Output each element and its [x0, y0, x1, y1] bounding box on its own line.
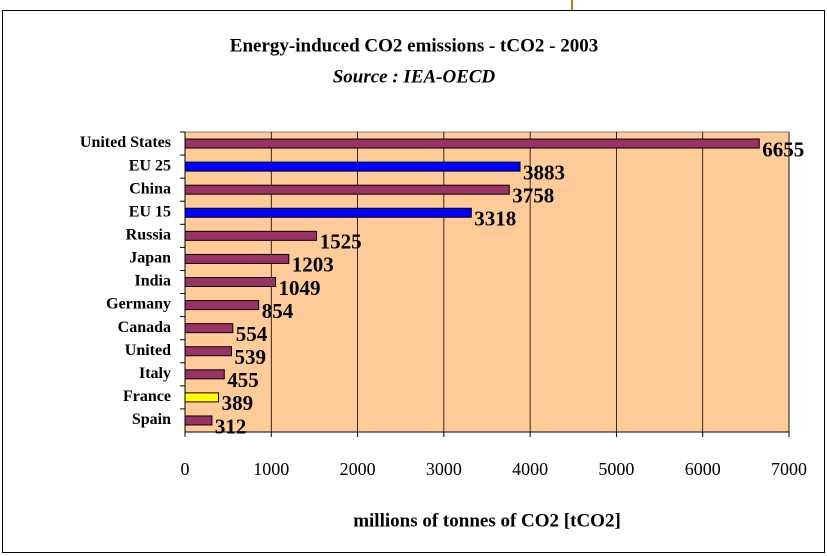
bar [184, 138, 760, 149]
y-tick-label: Canada [118, 319, 171, 336]
x-axis-label: millions of tonnes of CO2 [tCO2] [353, 510, 621, 531]
data-label: 455 [227, 368, 259, 392]
data-label: 3318 [474, 207, 516, 231]
bar [184, 369, 225, 380]
data-label: 1049 [279, 276, 321, 300]
y-tick-label: China [129, 180, 171, 197]
y-tick-label: Russia [126, 227, 171, 244]
data-label: 554 [236, 322, 268, 346]
data-label: 3883 [523, 160, 565, 184]
bar [184, 253, 290, 264]
y-tick-label: United States [80, 134, 171, 151]
y-tick-label: EU 15 [129, 203, 171, 220]
data-label: 539 [235, 345, 267, 369]
y-tick-label: France [123, 388, 171, 405]
y-tick-label: India [135, 273, 171, 290]
plot-area [184, 131, 790, 433]
data-label: 389 [222, 391, 254, 415]
y-tick-label: Spain [132, 411, 171, 428]
data-label: 6655 [762, 137, 804, 161]
bar [184, 207, 472, 218]
y-tick-label: Italy [139, 365, 171, 382]
data-label: 1525 [320, 230, 362, 254]
y-tick-label: Japan [129, 250, 171, 267]
bar [184, 277, 277, 287]
x-tick-label: 3000 [426, 459, 462, 479]
x-tick-label: 5000 [598, 459, 634, 479]
bar [184, 230, 318, 241]
bar [184, 346, 233, 357]
x-tick-label: 6000 [685, 459, 721, 479]
data-label: 1203 [292, 253, 334, 277]
bar [184, 323, 234, 334]
y-tick-label: EU 25 [129, 157, 171, 174]
bar [184, 161, 521, 172]
chart-subtitle: Source : IEA-OECD [333, 66, 496, 87]
x-tick-label: 4000 [512, 459, 548, 479]
chart-title: Energy-induced CO2 emissions - tCO2 - 20… [230, 35, 598, 56]
x-tick-label: 1000 [253, 459, 289, 479]
y-tick-label: Germany [106, 296, 171, 313]
bar [184, 184, 510, 195]
bar [184, 415, 213, 426]
y-tick-label: United [125, 342, 171, 359]
data-label: 3758 [512, 184, 554, 208]
x-tick-label: 7000 [771, 459, 807, 479]
data-label: 312 [215, 414, 247, 438]
x-tick-label: 0 [181, 459, 190, 479]
data-label: 854 [262, 299, 294, 323]
bar [184, 392, 220, 403]
x-tick-label: 2000 [340, 459, 376, 479]
bar [184, 300, 260, 311]
